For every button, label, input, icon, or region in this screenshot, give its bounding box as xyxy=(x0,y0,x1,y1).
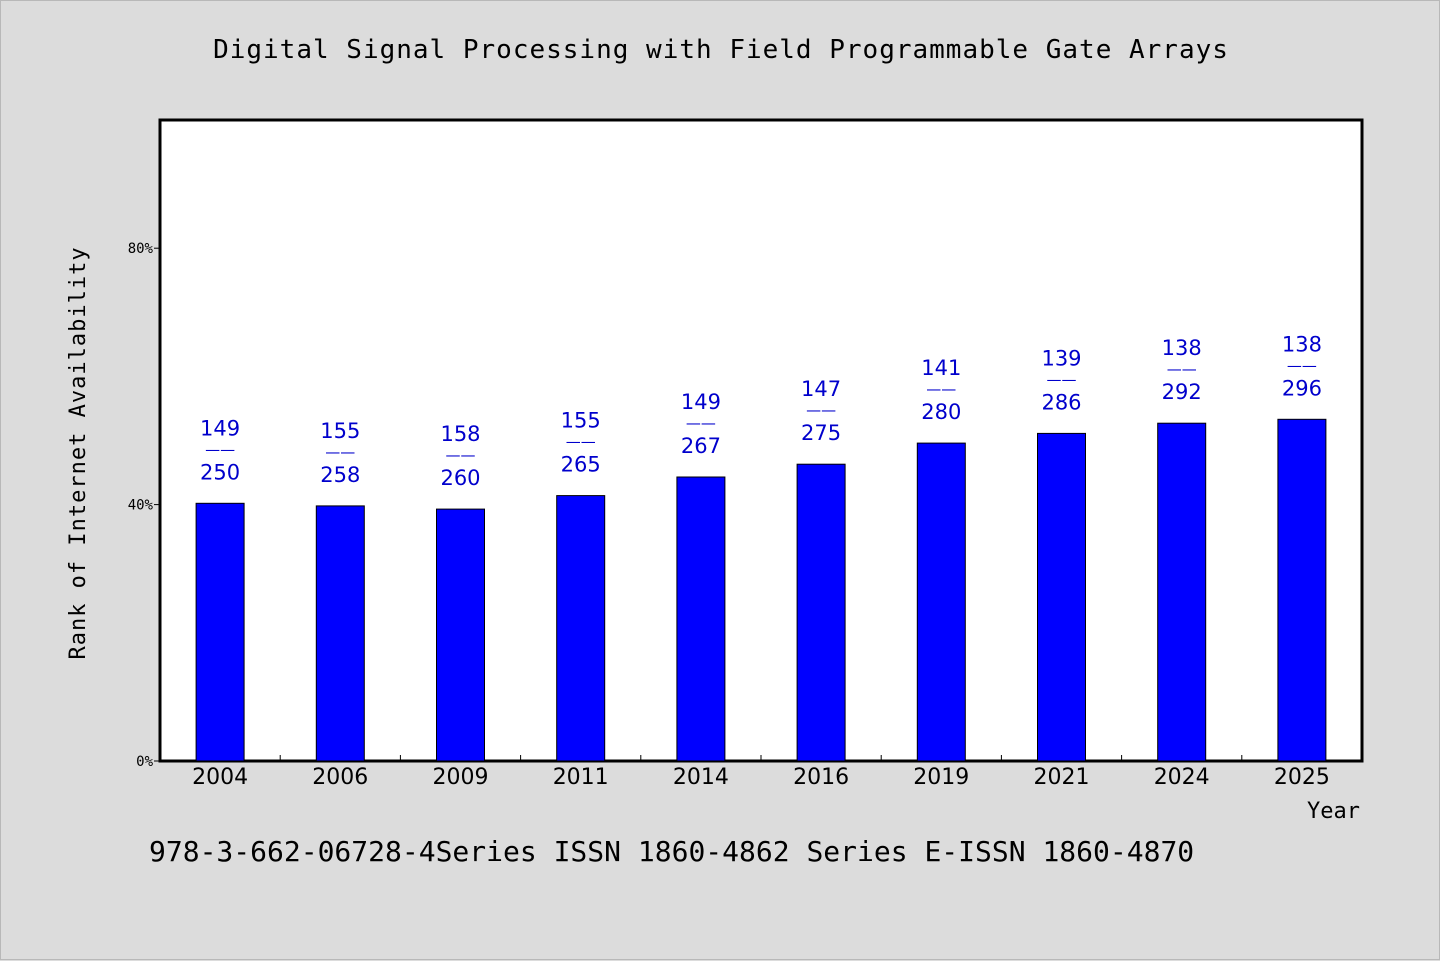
x-tick-label-2016: 2016 xyxy=(793,765,849,790)
data-label-bottom-2009: 260 xyxy=(440,466,480,490)
x-tick-label-2004: 2004 xyxy=(192,765,248,790)
data-label-top-2014: 149 xyxy=(681,390,721,414)
bar-2011 xyxy=(556,495,606,762)
data-label-separator-2016: —— xyxy=(806,401,836,419)
data-label-bottom-2025: 296 xyxy=(1282,376,1322,400)
x-tick-label-2014: 2014 xyxy=(673,765,729,790)
data-label-top-2021: 139 xyxy=(1041,346,1081,370)
data-label-top-2011: 155 xyxy=(561,409,601,433)
data-label-top-2009: 158 xyxy=(440,422,480,446)
data-labels-layer: 149——250155——258158——260155——265149——267… xyxy=(200,332,1322,490)
x-axis: 2004 2006 2009 2011 2014 2016 2019 2021 2024 2025 xyxy=(192,755,1330,790)
bar-2006 xyxy=(315,505,365,762)
x-tick-label-2024: 2024 xyxy=(1154,765,1210,790)
data-label-top-2025: 138 xyxy=(1282,332,1322,356)
x-tick-label-2019: 2019 xyxy=(913,765,969,790)
data-label-bottom-2021: 286 xyxy=(1041,390,1081,414)
data-label-separator-2014: —— xyxy=(686,414,716,432)
y-tick-label-80: 80% xyxy=(128,241,154,257)
y-axis-title: Rank of Internet Availability xyxy=(66,246,91,659)
isbn-note: 978-3-662-06728-4Series ISSN 1860-4862 S… xyxy=(149,835,1195,868)
x-tick-label-2006: 2006 xyxy=(312,765,368,790)
data-label-separator-2011: —— xyxy=(566,433,596,451)
x-tick-label-2009: 2009 xyxy=(433,765,489,790)
x-tick-label-2025: 2025 xyxy=(1274,765,1330,790)
y-tick-label-0: 0% xyxy=(136,754,153,770)
bar-2014 xyxy=(676,476,726,762)
data-label-bottom-2014: 267 xyxy=(681,434,721,458)
data-label-top-2006: 155 xyxy=(320,419,360,443)
bars-layer xyxy=(195,418,1327,762)
data-label-separator-2025: —— xyxy=(1287,356,1317,374)
data-label-bottom-2019: 280 xyxy=(921,400,961,424)
data-label-bottom-2006: 258 xyxy=(320,463,360,487)
y-axis: 0% 40% 80% xyxy=(128,241,160,770)
bar-2021 xyxy=(1037,432,1086,762)
x-tick-label-2011: 2011 xyxy=(553,765,609,790)
data-label-bottom-2011: 265 xyxy=(561,453,601,477)
bar-2016 xyxy=(796,463,846,762)
data-label-bottom-2004: 250 xyxy=(200,460,240,484)
data-label-top-2004: 149 xyxy=(200,416,240,440)
data-label-separator-2019: —— xyxy=(926,380,956,398)
data-label-separator-2009: —— xyxy=(446,446,476,464)
data-label-bottom-2016: 275 xyxy=(801,421,841,445)
x-axis-title: Year xyxy=(1307,799,1360,824)
data-label-separator-2006: —— xyxy=(325,443,355,461)
bar-2009 xyxy=(436,508,485,762)
x-tick-label-2021: 2021 xyxy=(1034,765,1090,790)
data-label-separator-2021: —— xyxy=(1047,370,1077,388)
data-label-top-2016: 147 xyxy=(801,377,841,401)
bar-2019 xyxy=(916,442,966,762)
data-label-bottom-2024: 292 xyxy=(1162,380,1202,404)
bar-2025 xyxy=(1277,418,1327,762)
chart-title: Digital Signal Processing with Field Pro… xyxy=(213,35,1229,65)
data-label-separator-2004: —— xyxy=(205,440,235,458)
data-label-top-2024: 138 xyxy=(1162,336,1202,360)
bar-2024 xyxy=(1157,422,1207,762)
data-label-top-2019: 141 xyxy=(921,356,961,380)
data-label-separator-2024: —— xyxy=(1167,360,1197,378)
bar-2004 xyxy=(195,502,245,762)
y-tick-label-40: 40% xyxy=(128,498,154,514)
